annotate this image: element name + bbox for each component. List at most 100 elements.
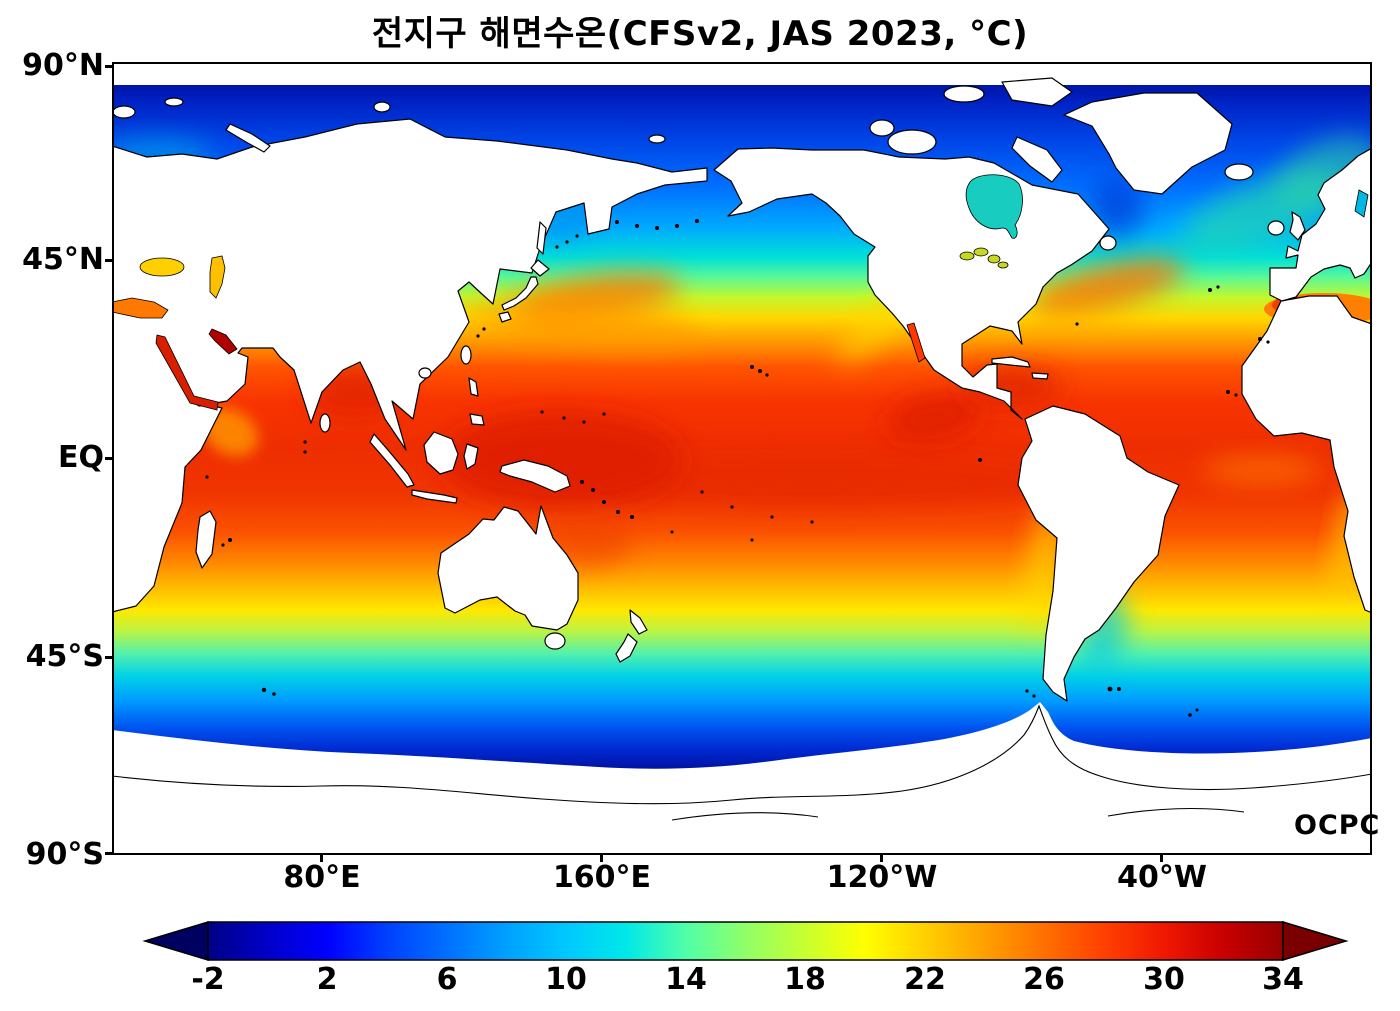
australia (437, 505, 579, 631)
arctic-island (943, 85, 985, 103)
baffin-island (1011, 136, 1063, 183)
y-axis-tick-90s: 90°S (25, 837, 104, 872)
x-tick-mark (600, 855, 603, 862)
landmasses (112, 77, 1372, 702)
y-axis-tick-45s: 45°S (25, 639, 104, 674)
banks-island (869, 119, 895, 137)
novaya-zemlya (225, 123, 271, 153)
west-pacific-warm-pool (442, 412, 682, 508)
caspian-sea (209, 255, 226, 299)
sri-lanka (319, 413, 331, 433)
x-tick-mark (1160, 855, 1163, 862)
gulf-of-california (906, 322, 926, 363)
tasmania (544, 632, 566, 650)
honshu (501, 276, 539, 311)
persian-gulf (208, 328, 238, 355)
franz-josef-land (164, 97, 184, 107)
antarctic-ice-cap (112, 702, 1372, 855)
colorbar-tick: 34 (1262, 962, 1304, 997)
y-axis-tick-90n: 90°N (22, 48, 104, 83)
y-tick-mark (105, 259, 112, 262)
severnaya-zemlya (373, 101, 391, 113)
atlantic-cold-tongue (1202, 456, 1322, 484)
afro-eurasia (112, 118, 708, 613)
colorbar-tick: 18 (784, 962, 826, 997)
luzon (468, 377, 479, 397)
great-lake (987, 254, 1001, 264)
taiwan (460, 345, 472, 365)
colorbar-tick: -2 (191, 962, 225, 997)
borneo (423, 431, 459, 475)
antarctica-coastline (112, 704, 1372, 821)
red-sea-gulf-of-aden (155, 334, 219, 411)
mediterranean-east (112, 297, 169, 319)
x-axis-tick-160e: 160°E (552, 860, 652, 895)
kyushu (498, 311, 512, 323)
colorbar-tick: 26 (1023, 962, 1065, 997)
south-america (1017, 405, 1180, 702)
y-tick-mark (105, 65, 112, 68)
x-tick-mark (320, 855, 323, 862)
equatorial-red-band (552, 456, 1072, 508)
cuba (991, 356, 1031, 368)
y-axis-tick-eq: EQ (58, 440, 104, 475)
colorbar-tick: 10 (545, 962, 587, 997)
baltic-sea (1354, 189, 1369, 218)
cpc-logo: OCPC (1294, 810, 1381, 841)
y-tick-mark (105, 457, 112, 460)
wrangel-island (648, 134, 666, 144)
newfoundland (1099, 235, 1117, 251)
x-tick-mark (880, 855, 883, 862)
victoria-island (887, 129, 937, 155)
britain (1289, 211, 1306, 241)
sumatra (369, 433, 415, 488)
colorbar-tick: 30 (1143, 962, 1185, 997)
mindanao (469, 413, 485, 426)
small-islands (205, 219, 1270, 717)
y-axis-tick-45n: 45°N (22, 242, 104, 277)
y-tick-mark (105, 656, 112, 659)
svalbard (112, 105, 136, 119)
new-zealand-north (629, 609, 648, 635)
chart-title: 전지구 해면수온(CFSv2, JAS 2023, °C) (371, 14, 1029, 54)
madagascar (195, 510, 217, 569)
arctic-ice-cap (112, 62, 1372, 85)
colorbar-under-arrow (142, 920, 209, 962)
hainan (418, 367, 432, 379)
y-tick-mark (105, 852, 112, 855)
x-axis-tick-40w: 40°W (1117, 860, 1207, 895)
marginal-seas (112, 174, 1369, 411)
plot-frame (112, 62, 1372, 855)
great-lake (997, 261, 1009, 269)
colorbar-over-arrow (1282, 920, 1349, 962)
ellesmere (1001, 77, 1073, 107)
west-pacific-warm (462, 298, 702, 350)
east-pacific-warm-pool (886, 393, 982, 441)
hudson-bay (965, 174, 1023, 239)
colorbar-tick: 22 (904, 962, 946, 997)
world-sst-map (112, 62, 1372, 855)
iceland (1224, 163, 1254, 181)
sakhalin (536, 221, 547, 255)
colorbar-tick: 6 (436, 962, 458, 997)
new-zealand-south (615, 633, 638, 663)
greenland (1063, 92, 1233, 195)
colorbar-tick: 14 (665, 962, 707, 997)
hokkaido (530, 259, 550, 277)
x-axis-tick-120w: 120°W (826, 860, 938, 895)
black-sea (139, 257, 185, 277)
colorbar-tick: 2 (316, 962, 338, 997)
great-lake (973, 247, 989, 257)
great-lake (959, 251, 975, 261)
colorbar-body (207, 921, 1284, 961)
x-axis-tick-80e: 80°E (283, 860, 361, 895)
gulf-stream-warm-tongue (1029, 258, 1185, 316)
hispaniola (1031, 372, 1049, 380)
colorbar (142, 920, 1349, 962)
new-guinea (499, 459, 571, 493)
java (411, 489, 458, 504)
europe-right (1269, 147, 1372, 302)
sulawesi (463, 443, 479, 470)
ireland (1267, 220, 1285, 236)
